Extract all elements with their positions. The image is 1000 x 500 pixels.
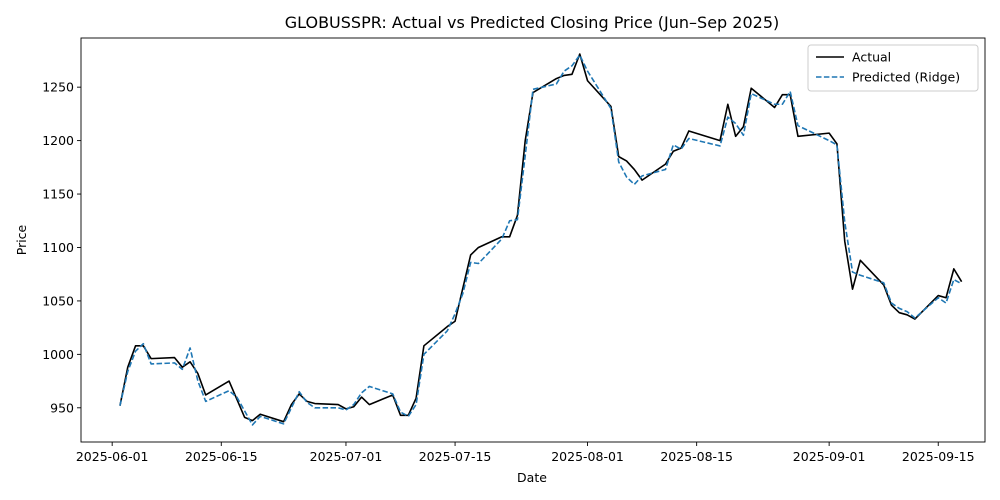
x-tick-label: 2025-09-15 xyxy=(902,449,975,464)
y-tick-label: 1050 xyxy=(42,293,74,308)
plot-frame xyxy=(80,37,986,443)
x-tick-label: 2025-07-01 xyxy=(310,449,383,464)
chart-title: GLOBUSSPR: Actual vs Predicted Closing P… xyxy=(285,13,780,32)
x-tick-label: 2025-08-01 xyxy=(551,449,624,464)
plot-area xyxy=(80,37,986,443)
series-line-actual xyxy=(119,53,963,423)
x-axis: 2025-06-01 2025-06-15 2025-07-01 2025-07-15… xyxy=(76,442,975,464)
x-axis-title: Date xyxy=(517,470,547,485)
y-tick-label: 1200 xyxy=(42,133,74,148)
y-tick-label: 1100 xyxy=(42,240,74,255)
x-tick-label: 2025-09-01 xyxy=(793,449,866,464)
y-tick-label: 1150 xyxy=(42,187,74,202)
legend-label: Actual xyxy=(852,50,891,65)
series-line-predicted xyxy=(119,54,963,426)
y-axis: 950 1000 1050 1100 1150 1200 1250 xyxy=(42,80,81,415)
y-tick-label: 950 xyxy=(50,400,74,415)
legend-label: Predicted (Ridge) xyxy=(852,70,960,85)
y-axis-title: Price xyxy=(14,224,29,255)
x-tick-label: 2025-06-15 xyxy=(185,449,258,464)
legend-box xyxy=(807,44,979,92)
legend: Actual Predicted (Ridge) xyxy=(807,44,979,92)
y-tick-label: 1250 xyxy=(42,80,74,95)
x-tick-label: 2025-06-01 xyxy=(76,449,149,464)
y-tick-label: 1000 xyxy=(42,347,74,362)
x-tick-label: 2025-08-15 xyxy=(660,449,733,464)
x-tick-label: 2025-07-15 xyxy=(419,449,492,464)
